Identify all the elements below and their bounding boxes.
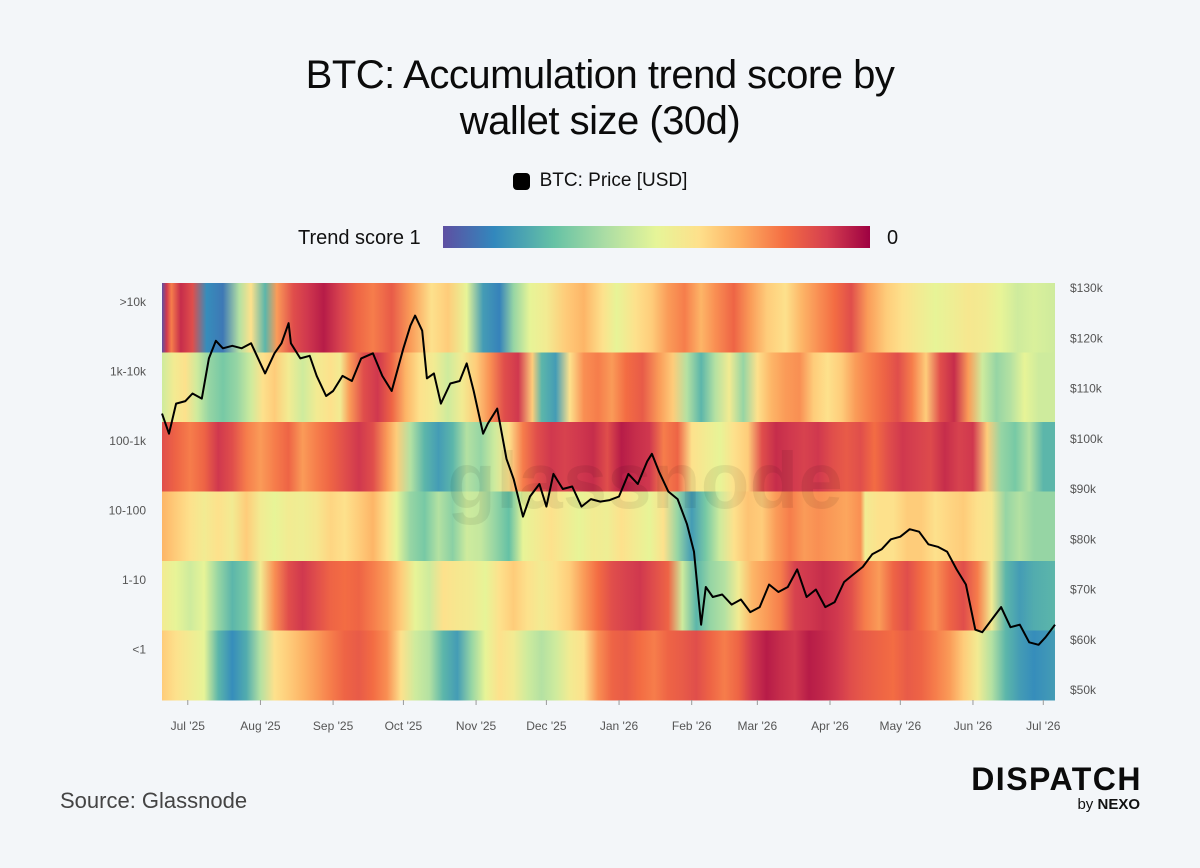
brand-main-text: DISPATCH — [971, 761, 1142, 797]
price-tick-label: $110k — [1070, 382, 1103, 396]
price-tick-label: $100k — [1070, 432, 1104, 446]
brand-name: NEXO — [1097, 796, 1140, 813]
price-tick-label: $70k — [1070, 583, 1097, 597]
source-note: Source: Glassnode — [60, 788, 248, 813]
x-tick-label: Jun '26 — [954, 719, 993, 733]
legend-price-label: BTC: Price [USD] — [539, 170, 688, 191]
x-tick-label: Sep '25 — [313, 719, 354, 733]
x-tick-label: Aug '25 — [240, 719, 281, 733]
price-tick-label: $80k — [1070, 532, 1097, 546]
heatmap-row-3 — [162, 491, 1055, 562]
heatmap-row-2 — [162, 422, 1055, 492]
brand-sub-text: by NEXO — [942, 796, 1140, 813]
color-scale-right-label: 0 — [887, 227, 899, 249]
row-label: 1k-10k — [110, 364, 147, 378]
price-tick-label: $60k — [1070, 633, 1097, 647]
x-tick-label: Apr '26 — [811, 719, 849, 733]
x-tick-label: Dec '25 — [526, 719, 567, 733]
row-label: <1 — [132, 642, 146, 656]
price-tick-label: $130k — [1070, 281, 1104, 295]
heatmap-row-4 — [162, 561, 1055, 631]
x-tick-label: Jul '25 — [171, 719, 206, 733]
heatmap-rows — [162, 283, 1055, 701]
x-tick-label: Jan '26 — [600, 719, 639, 733]
x-tick-label: Oct '25 — [385, 719, 423, 733]
brand-logo: DISPATCH by NEXO — [942, 762, 1142, 813]
x-tick-label: May '26 — [879, 719, 921, 733]
date-axis-ticks: Jul '25 Aug '25 Sep '25 Oct '25 Nov '25 Dec '… — [171, 700, 1061, 733]
color-scale-left-label: Trend score 1 — [298, 227, 421, 249]
row-labels: >10k 1k-10k 100-1k 10-100 1-10 <1 — [109, 295, 147, 657]
row-label: 100-1k — [109, 434, 147, 448]
heatmap-row-5 — [162, 630, 1055, 701]
heatmap-row-0 — [162, 283, 1055, 353]
row-label: 1-10 — [122, 573, 146, 587]
brand-by: by — [1077, 796, 1094, 813]
watermark-text: glassnode — [447, 436, 843, 525]
x-tick-label: Feb '26 — [672, 719, 712, 733]
heatmap-row-1 — [162, 352, 1055, 423]
x-tick-label: Nov '25 — [456, 719, 497, 733]
price-axis-ticks: $50k $60k $70k $80k $90k $100k $110k $120k $130k — [1070, 281, 1104, 697]
chart-title-text: BTC: Accumulation trend score by wallet … — [305, 53, 895, 143]
row-label: >10k — [120, 295, 147, 309]
color-scale-gradient-bar — [443, 226, 870, 248]
row-label: 10-100 — [109, 503, 147, 517]
price-tick-label: $90k — [1070, 482, 1097, 496]
color-scale: Trend score 1 0 — [0, 226, 1200, 252]
x-tick-label: Mar '26 — [738, 719, 778, 733]
price-tick-label: $120k — [1070, 331, 1104, 345]
chart-title: BTC: Accumulation trend score by wallet … — [0, 52, 1200, 144]
legend-square-icon — [512, 172, 530, 190]
price-legend[interactable]: BTC: Price [USD] — [0, 170, 1200, 192]
x-tick-label: Jul '26 — [1026, 719, 1061, 733]
price-tick-label: $50k — [1070, 683, 1097, 697]
price-line — [161, 314, 1056, 646]
